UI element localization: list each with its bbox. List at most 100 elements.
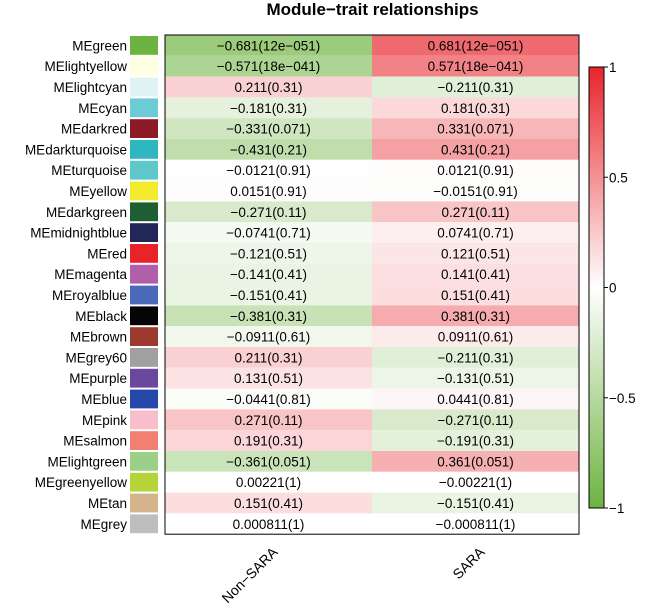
cell-label: −0.271(0.11) — [438, 413, 514, 428]
heatmap-cell — [165, 471, 372, 493]
module-color-swatch — [130, 77, 158, 97]
heatmap-cell — [372, 492, 579, 514]
row-label: MEmagenta — [54, 267, 127, 282]
row-label: MEdarkred — [61, 122, 127, 137]
heatmap-cell — [372, 97, 579, 119]
heatmap-cell — [372, 139, 579, 160]
row-label: MEtan — [88, 496, 127, 511]
row-label: MEyellow — [69, 184, 127, 199]
row-label: MEmidnightblue — [30, 226, 127, 241]
module-color-swatch — [130, 140, 158, 159]
module-color-swatch — [130, 493, 158, 513]
cell-label: −0.191(0.31) — [437, 434, 514, 449]
cell-label: 0.00221(1) — [236, 475, 301, 490]
heatmap-cell — [165, 284, 372, 306]
cell-label: −0.211(0.31) — [438, 80, 514, 95]
row-label: MEgreen — [72, 38, 127, 53]
heatmap-cell — [165, 243, 372, 264]
row-label: MEcyan — [78, 101, 127, 116]
cell-label: −0.141(0.41) — [230, 267, 307, 282]
module-color-swatch — [130, 452, 158, 471]
cell-label: 0.0441(0.81) — [437, 392, 514, 407]
cell-label: 0.681(12e−051) — [428, 38, 524, 53]
row-label: MEgreenyellow — [35, 475, 128, 490]
heatmap-cell — [165, 513, 372, 535]
cell-label: −0.000811(1) — [436, 517, 516, 532]
cell-label: −0.0121(0.91) — [226, 163, 310, 178]
cell-label: −0.0441(0.81) — [226, 392, 310, 407]
module-color-swatch — [130, 410, 158, 430]
module-color-swatch — [130, 119, 158, 138]
cell-label: 0.0121(0.91) — [437, 163, 514, 178]
cell-label: 0.271(0.11) — [441, 205, 509, 220]
module-color-swatch — [130, 348, 158, 367]
row-label: MEblack — [75, 309, 127, 324]
module-color-swatch — [130, 472, 158, 492]
heatmap-border — [164, 34, 580, 535]
cell-label: −0.431(0.21) — [230, 142, 307, 157]
cell-label: 0.571(18e−041) — [428, 59, 524, 74]
heatmap-cell — [165, 55, 372, 77]
cell-label: 0.0741(0.71) — [437, 226, 514, 241]
heatmap-cell — [372, 326, 579, 347]
row-label: MEgrey — [80, 517, 127, 532]
cell-label: 0.191(0.31) — [234, 434, 303, 449]
heatmap-cell — [372, 284, 579, 306]
heatmap-cell — [165, 347, 372, 368]
row-label: MEred — [87, 246, 127, 261]
module-color-swatch — [130, 306, 158, 326]
heatmap-cell — [372, 367, 579, 389]
module-color-swatch — [130, 514, 158, 534]
cell-label: −0.381(0.31) — [230, 309, 307, 324]
cell-label: 0.141(0.41) — [441, 267, 510, 282]
module-color-swatch — [130, 244, 158, 263]
row-label: MEblue — [81, 392, 127, 407]
cell-label: 0.181(0.31) — [441, 101, 510, 116]
heatmap-cell — [165, 222, 372, 243]
heatmap-cell — [372, 388, 579, 410]
heatmap-cell — [372, 305, 579, 327]
colorscale-tick-label: 0.5 — [609, 170, 628, 185]
heatmap-cell — [165, 367, 372, 389]
cell-label: 0.0911(0.61) — [438, 330, 514, 345]
module-color-swatch — [130, 160, 158, 180]
module-color-swatch — [130, 389, 158, 409]
chart-title: Module−trait relationships — [266, 0, 479, 19]
heatmap-cell — [372, 513, 579, 535]
row-label: MEroyalblue — [52, 288, 127, 303]
heatmap-cell — [372, 430, 579, 451]
row-label: MElightcyan — [53, 80, 127, 95]
cell-label: 0.381(0.31) — [441, 309, 510, 324]
module-color-swatch — [130, 327, 158, 346]
cell-label: 0.121(0.51) — [441, 246, 510, 261]
cell-label: 0.151(0.41) — [441, 288, 510, 303]
heatmap-cell — [372, 76, 579, 98]
cell-label: 0.331(0.071) — [437, 122, 514, 137]
module-color-swatch — [130, 36, 158, 55]
colorscale-tick-label: 0 — [609, 281, 617, 296]
row-label: MEbrown — [70, 330, 127, 345]
column-label: SARA — [449, 543, 488, 582]
cell-label: 0.000811(1) — [233, 517, 305, 532]
heatmap-cell — [165, 430, 372, 451]
cell-label: −0.361(0.051) — [226, 454, 310, 469]
module-color-swatch — [130, 56, 158, 76]
heatmap-cell — [372, 409, 579, 431]
row-label: MEdarkturquoise — [25, 142, 127, 157]
heatmap-cell — [165, 492, 372, 514]
module-color-swatch — [130, 431, 158, 450]
heatmap-cell — [165, 201, 372, 223]
module-color-swatch — [130, 285, 158, 305]
heatmap-cell — [165, 180, 372, 202]
heatmap-cell — [165, 451, 372, 472]
cell-label: 0.0151(0.91) — [230, 184, 307, 199]
cell-label: 0.211(0.31) — [234, 80, 302, 95]
colorscale-tick-label: −0.5 — [609, 391, 636, 406]
cell-label: 0.151(0.41) — [234, 496, 303, 511]
module-color-swatch — [130, 181, 158, 201]
row-label: MEturquoise — [51, 163, 127, 178]
cell-label: −0.0741(0.71) — [226, 226, 310, 241]
heatmap-cell — [372, 263, 579, 285]
row-label: MEdarkgreen — [46, 205, 127, 220]
